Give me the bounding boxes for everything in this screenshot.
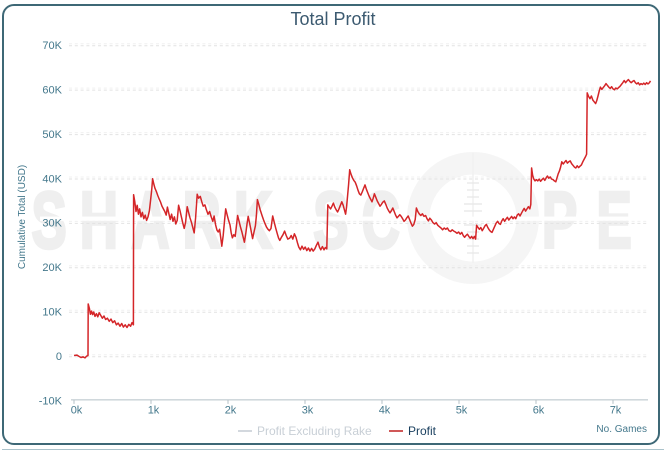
svg-text:Total Profit: Total Profit <box>290 9 375 29</box>
svg-text:0: 0 <box>56 351 62 363</box>
svg-text:Profit Excluding Rake: Profit Excluding Rake <box>257 424 372 438</box>
svg-text:70K: 70K <box>42 40 62 52</box>
svg-text:50K: 50K <box>42 129 62 141</box>
svg-text:7k: 7k <box>610 405 622 417</box>
svg-text:6k: 6k <box>533 405 545 417</box>
svg-text:-10K: -10K <box>39 395 63 407</box>
svg-text:40K: 40K <box>42 173 62 185</box>
svg-text:1k: 1k <box>148 405 160 417</box>
svg-text:4k: 4k <box>379 405 391 417</box>
svg-text:20K: 20K <box>42 262 62 274</box>
svg-text:No. Games: No. Games <box>596 424 647 435</box>
svg-text:10K: 10K <box>42 307 62 319</box>
svg-text:60K: 60K <box>42 84 62 96</box>
svg-text:Profit: Profit <box>408 424 437 438</box>
svg-text:30K: 30K <box>42 218 62 230</box>
svg-text:0k: 0k <box>71 405 83 417</box>
svg-text:2k: 2k <box>225 405 237 417</box>
svg-text:Cumulative Total (USD): Cumulative Total (USD) <box>17 165 28 269</box>
svg-text:5k: 5k <box>456 405 468 417</box>
svg-text:3k: 3k <box>302 405 314 417</box>
